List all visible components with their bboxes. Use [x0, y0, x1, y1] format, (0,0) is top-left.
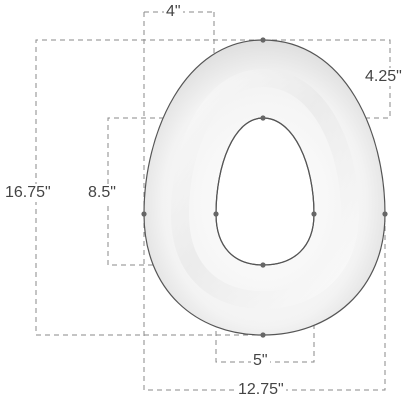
inner-height-label: 8.5"	[86, 184, 118, 202]
point-inner-left	[213, 211, 219, 217]
point-inner-right	[311, 211, 317, 217]
point-outer-top	[260, 37, 266, 43]
seat-rim-highlight	[170, 68, 360, 310]
point-inner-bottom	[260, 262, 266, 268]
measurement-points	[141, 37, 388, 338]
top-rim-height-label: 4.25"	[363, 68, 404, 86]
inner-width-label: 5"	[251, 352, 270, 370]
point-inner-top	[260, 115, 266, 121]
top-rim-width-label: 4"	[164, 3, 183, 21]
outer-height-label: 16.75"	[3, 184, 53, 202]
point-outer-left	[141, 211, 147, 217]
point-outer-right	[382, 211, 388, 217]
outer-width-label: 12.75"	[236, 381, 286, 399]
outer-width-guide	[143, 214, 386, 391]
seat-body	[143, 39, 386, 336]
point-outer-bottom	[260, 332, 266, 338]
